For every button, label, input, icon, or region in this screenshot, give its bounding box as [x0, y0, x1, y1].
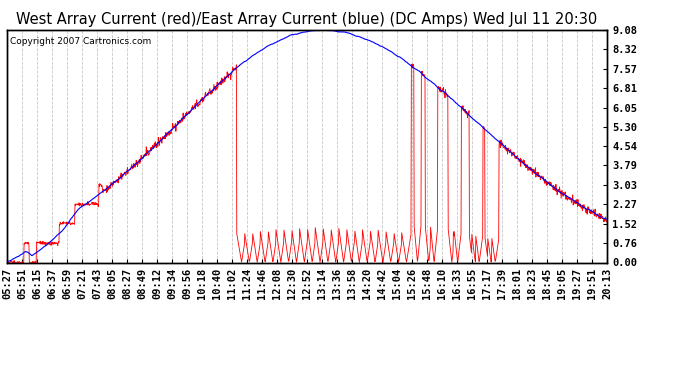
Text: Copyright 2007 Cartronics.com: Copyright 2007 Cartronics.com	[10, 37, 151, 46]
Title: West Array Current (red)/East Array Current (blue) (DC Amps) Wed Jul 11 20:30: West Array Current (red)/East Array Curr…	[17, 12, 598, 27]
